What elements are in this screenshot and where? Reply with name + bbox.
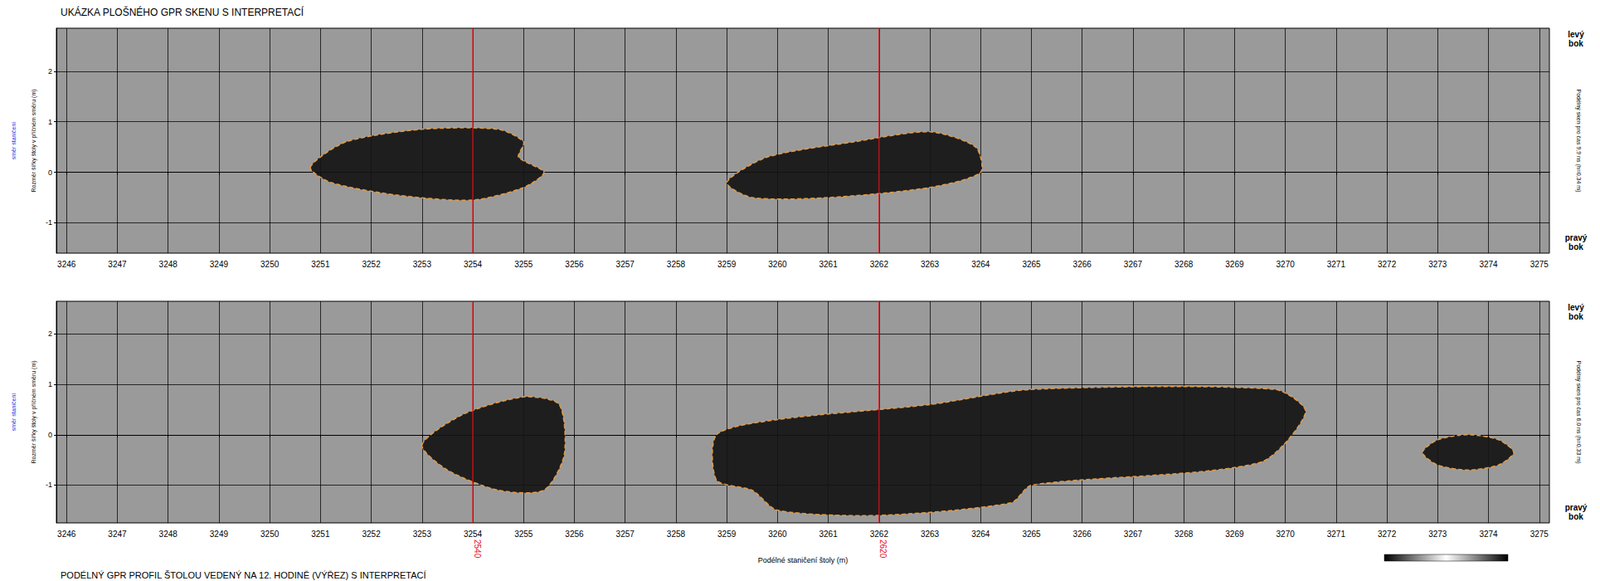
svg-text:3250: 3250	[260, 259, 280, 269]
svg-text:Podélný sken pro čas 6,0 ns (h: Podélný sken pro čas 6,0 ns (h=0,33 m)	[1575, 360, 1582, 464]
svg-text:3275: 3275	[1530, 259, 1550, 269]
svg-text:3273: 3273	[1428, 529, 1448, 539]
svg-text:3252: 3252	[361, 529, 381, 539]
svg-text:3246: 3246	[57, 529, 77, 539]
svg-text:levý: levý	[1567, 29, 1585, 39]
svg-text:3247: 3247	[107, 529, 127, 539]
svg-text:3272: 3272	[1377, 529, 1397, 539]
svg-text:3255: 3255	[514, 529, 534, 539]
svg-text:3258: 3258	[666, 529, 686, 539]
svg-text:bok: bok	[1568, 511, 1584, 521]
svg-text:PODÉLNÝ GPR PROFIL ŠTOLOU VEDE: PODÉLNÝ GPR PROFIL ŠTOLOU VEDENÝ NA 12. …	[60, 569, 427, 580]
svg-text:směr staničení: směr staničení	[10, 121, 17, 161]
svg-text:Podélné staničení štoly (m): Podélné staničení štoly (m)	[758, 555, 849, 565]
svg-text:3275: 3275	[1530, 529, 1550, 539]
svg-text:3261: 3261	[818, 259, 838, 269]
svg-text:3256: 3256	[564, 529, 584, 539]
svg-text:3271: 3271	[1327, 529, 1347, 539]
svg-text:bok: bok	[1568, 311, 1584, 321]
svg-text:3260: 3260	[768, 529, 788, 539]
svg-text:0: 0	[48, 430, 53, 439]
svg-text:3265: 3265	[1021, 259, 1041, 269]
svg-text:3256: 3256	[564, 259, 584, 269]
svg-text:2: 2	[48, 329, 53, 338]
svg-text:3265: 3265	[1021, 529, 1041, 539]
svg-text:UKÁZKA PLOŠNÉHO GPR SKENU S IN: UKÁZKA PLOŠNÉHO GPR SKENU S INTERPRETACÍ	[60, 5, 305, 19]
svg-text:3270: 3270	[1276, 529, 1296, 539]
svg-text:Podélný sken pro čas 9,9 ns (h: Podélný sken pro čas 9,9 ns (h=0,34 m)	[1575, 89, 1582, 193]
svg-text:3259: 3259	[717, 529, 737, 539]
svg-text:0: 0	[48, 168, 53, 177]
svg-text:3249: 3249	[209, 529, 229, 539]
svg-text:3254: 3254	[463, 259, 483, 269]
svg-text:Rozměr šířky štoly v příčném s: Rozměr šířky štoly v příčném směru (m)	[30, 359, 38, 463]
svg-text:3249: 3249	[209, 259, 229, 269]
svg-text:3263: 3263	[920, 529, 940, 539]
svg-text:3270: 3270	[1276, 259, 1296, 269]
svg-text:3264: 3264	[971, 259, 991, 269]
svg-text:3251: 3251	[311, 529, 331, 539]
svg-text:Rozměr šířky štoly v příčném s: Rozměr šířky štoly v příčném směru (m)	[30, 88, 38, 192]
svg-text:3266: 3266	[1073, 529, 1093, 539]
svg-text:3267: 3267	[1123, 529, 1143, 539]
svg-text:3259: 3259	[717, 259, 737, 269]
svg-text:3258: 3258	[666, 259, 686, 269]
svg-text:3260: 3260	[768, 259, 788, 269]
svg-text:pravý: pravý	[1565, 233, 1588, 243]
svg-text:3274: 3274	[1478, 529, 1498, 539]
svg-text:3273: 3273	[1428, 259, 1448, 269]
svg-text:1: 1	[48, 379, 53, 389]
svg-text:bok: bok	[1568, 38, 1584, 49]
svg-text:3262: 3262	[870, 529, 890, 539]
svg-text:2540: 2540	[472, 539, 482, 559]
svg-text:pravý: pravý	[1565, 502, 1588, 512]
svg-text:2: 2	[48, 67, 53, 76]
svg-text:3255: 3255	[514, 259, 534, 269]
svg-text:3248: 3248	[159, 259, 179, 269]
svg-text:2620: 2620	[878, 539, 888, 559]
svg-text:3269: 3269	[1225, 259, 1245, 269]
svg-text:3257: 3257	[616, 529, 636, 539]
svg-text:3250: 3250	[260, 529, 280, 539]
svg-text:3252: 3252	[361, 259, 381, 269]
svg-text:3253: 3253	[413, 259, 433, 269]
svg-text:3272: 3272	[1377, 259, 1397, 269]
svg-text:3247: 3247	[107, 259, 127, 269]
svg-text:3262: 3262	[870, 259, 890, 269]
svg-text:3268: 3268	[1174, 529, 1194, 539]
svg-text:3261: 3261	[818, 529, 838, 539]
svg-text:3267: 3267	[1123, 259, 1143, 269]
svg-text:3248: 3248	[159, 529, 179, 539]
svg-text:-1: -1	[45, 480, 53, 489]
svg-text:3274: 3274	[1478, 259, 1498, 269]
svg-text:3263: 3263	[920, 259, 940, 269]
svg-text:3271: 3271	[1327, 259, 1347, 269]
svg-text:3268: 3268	[1174, 259, 1194, 269]
svg-text:3253: 3253	[413, 529, 433, 539]
svg-text:-1: -1	[45, 218, 53, 227]
svg-text:směr staničení: směr staničení	[10, 393, 17, 432]
svg-text:levý: levý	[1567, 302, 1585, 312]
svg-text:3251: 3251	[311, 259, 331, 269]
svg-text:3264: 3264	[971, 529, 991, 539]
svg-text:3254: 3254	[463, 529, 483, 539]
svg-text:bok: bok	[1568, 242, 1584, 252]
svg-text:3246: 3246	[57, 259, 77, 269]
svg-text:3257: 3257	[616, 259, 636, 269]
svg-text:3269: 3269	[1225, 529, 1245, 539]
svg-text:3266: 3266	[1073, 259, 1093, 269]
svg-text:1: 1	[48, 117, 53, 127]
